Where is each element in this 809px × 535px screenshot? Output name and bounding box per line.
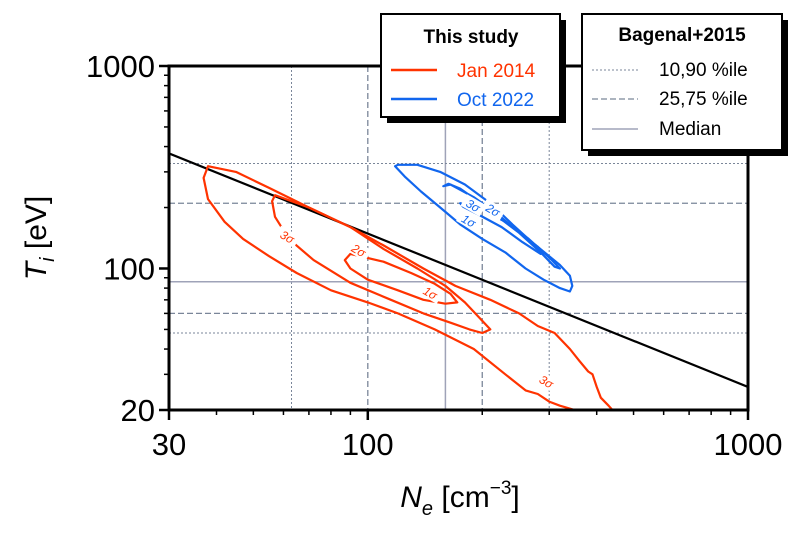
contour-label-bg-oct-2022-1 [480, 198, 506, 221]
tick-labels: 30 100 1000 20 100 1000 [86, 49, 782, 462]
contour-label-bg-jan-2014-3 [533, 370, 560, 393]
legend-jan2014-label: Jan 2014 [457, 61, 536, 82]
legend-bagenal-title: Bagenal+2015 [618, 25, 746, 46]
y-axis-label: Ti [eV] [20, 196, 59, 280]
legend-this-study: This study Jan 2014 Oct 2022 [380, 13, 566, 123]
fit-line-layer [169, 152, 748, 388]
contour-jan-2014-2 [343, 252, 459, 305]
contour-label-bg-oct-2022-2 [456, 209, 482, 232]
contour-label-jan-2014-1: 2σ [348, 241, 369, 261]
legend-p10-90-label: 10,90 %ile [659, 60, 748, 81]
contour-jan-2014-0 [202, 165, 614, 410]
contour-oct-2022-0 [394, 163, 574, 293]
legend-median-label: Median [659, 119, 721, 140]
y-tick-label-1000: 1000 [86, 49, 155, 84]
contour-label-bg-jan-2014-1 [346, 239, 372, 262]
x-axis-label: Ne [cm−3] [400, 478, 519, 520]
x-tick-label-100: 100 [342, 427, 394, 462]
legend-study-title: This study [423, 27, 518, 48]
x-tick-label-1000: 1000 [714, 427, 783, 462]
y-tick-label-20: 20 [121, 393, 155, 428]
x-tick-label-30: 30 [152, 427, 186, 462]
bagenal-reference-lines [169, 66, 748, 410]
legend-oct2022-label: Oct 2022 [457, 90, 534, 111]
contour-label-bg-jan-2014-2 [417, 281, 444, 304]
tick-marks [159, 64, 750, 420]
legend-p25-75-label: 25,75 %ile [659, 89, 748, 110]
contour-layer [202, 163, 614, 410]
contour-jan-2014-1 [271, 194, 492, 335]
y-tick-label-100: 100 [103, 251, 155, 286]
contour-label-oct-2022-1: 2σ [482, 200, 503, 220]
legend-bagenal: Bagenal+2015 10,90 %ile 25,75 %ile Media… [581, 13, 788, 156]
contour-label-bg-oct-2022-0 [460, 194, 487, 217]
fit-line [169, 152, 748, 388]
contour-label-bg-jan-2014-0 [274, 225, 301, 248]
